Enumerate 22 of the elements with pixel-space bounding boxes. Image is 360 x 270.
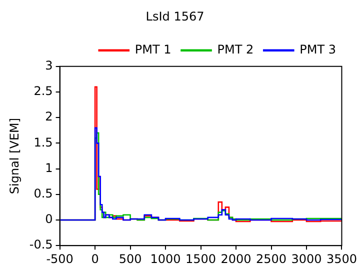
x-tick-label: 2000 — [220, 252, 252, 266]
x-tick-label: 3500 — [326, 252, 358, 266]
chart-title: LsId 1567 — [146, 9, 204, 24]
y-axis-title: Signal [VEM] — [7, 118, 22, 194]
y-tick-label: 1.5 — [34, 135, 53, 150]
x-tick-label: 3000 — [291, 252, 322, 266]
x-tick-label: -500 — [46, 252, 74, 266]
x-tick-label: 2500 — [256, 252, 287, 266]
y-tick-label: 1 — [45, 160, 53, 175]
y-tick-label: 0.5 — [34, 186, 53, 201]
x-tick-label: 0 — [91, 252, 99, 266]
x-tick-label: 1000 — [150, 252, 181, 266]
legend-label: PMT 2 — [217, 42, 254, 57]
y-tick-label: -0.5 — [29, 238, 53, 252]
x-tick-label: 500 — [118, 252, 142, 266]
y-tick-label: 3 — [45, 58, 53, 73]
legend-label: PMT 3 — [300, 42, 336, 57]
y-tick-label: 2.5 — [34, 84, 53, 98]
x-tick-label: 1500 — [186, 252, 216, 266]
y-tick-label: 2 — [45, 110, 53, 124]
y-tick-label: 0 — [45, 212, 53, 226]
legend-label: PMT 1 — [134, 42, 172, 57]
